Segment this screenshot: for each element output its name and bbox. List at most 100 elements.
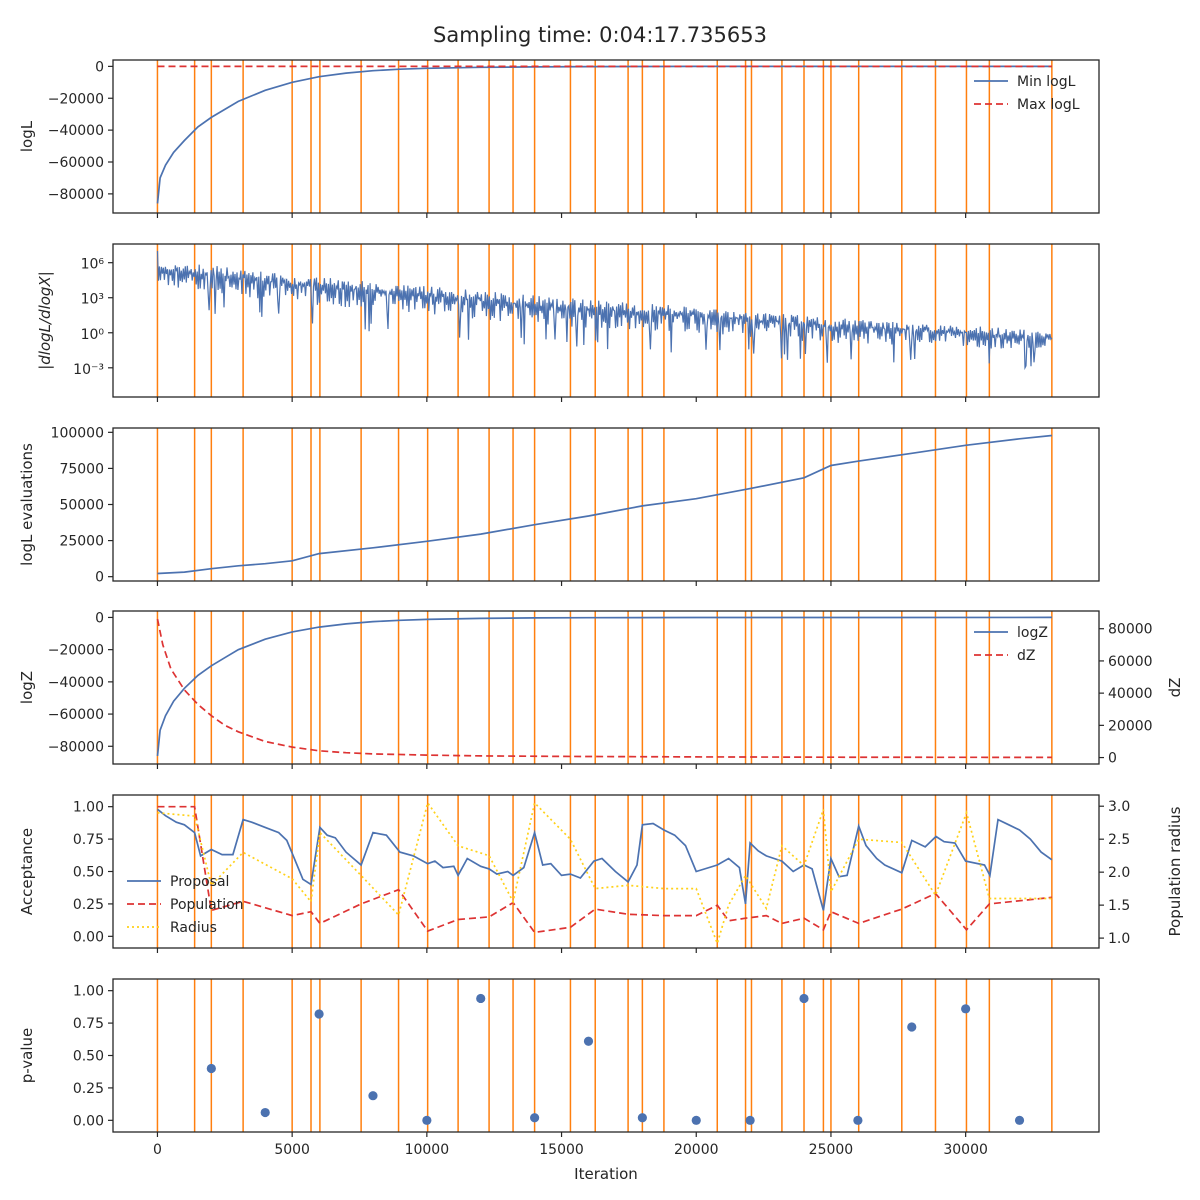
x-axis-label: Iteration — [574, 1165, 638, 1183]
y-tick-label: −20000 — [48, 643, 104, 659]
y2-tick-label: 40000 — [1108, 686, 1153, 702]
series-line — [157, 800, 1052, 947]
scatter-point — [368, 1091, 378, 1101]
series-line — [156, 250, 1053, 371]
y-tick-label: −80000 — [48, 739, 104, 755]
series-line — [156, 808, 1053, 911]
scatter-point — [422, 1115, 432, 1125]
y-axis-label: p-value — [18, 1028, 36, 1084]
legend-label: Population — [170, 897, 244, 913]
y-tick-label: 100000 — [51, 425, 104, 441]
y2-axis-label: Population radius — [1166, 806, 1184, 936]
y-tick-label: −60000 — [48, 155, 104, 171]
y-tick-label: 0.75 — [73, 832, 104, 848]
panels: 0 −20000 −40000 −60000 −80000 logL Min logL Max… — [18, 59, 1184, 1183]
scatter-point — [314, 1009, 324, 1019]
legend: Proposal Population Radius — [127, 874, 244, 936]
scatter-point — [907, 1022, 917, 1032]
scatter-point — [530, 1113, 540, 1123]
y-tick-label: 0.75 — [73, 1016, 104, 1032]
plot-area — [156, 60, 1053, 213]
plot-area — [156, 244, 1053, 397]
axes-frame — [112, 978, 1100, 1133]
y2-axis-label: dZ — [1166, 678, 1184, 698]
x-tick-label: 30000 — [943, 1142, 988, 1158]
axes-frame — [112, 610, 1100, 765]
panel-logl: 0 −20000 −40000 −60000 −80000 logL Min logL Max… — [18, 59, 1100, 218]
y-tick-label: 0.50 — [73, 865, 104, 881]
y-tick-label: 0.00 — [73, 929, 104, 945]
y-tick-label: −60000 — [48, 707, 104, 723]
series-line — [157, 434, 1052, 575]
x-tick-label: 10000 — [405, 1142, 450, 1158]
y2-tick-label: 20000 — [1108, 718, 1153, 734]
plot-area — [156, 979, 1053, 1132]
y-tick-label: −40000 — [48, 123, 104, 139]
y-axis-label: Acceptance — [18, 828, 36, 915]
y-axis-label: logL evaluations — [18, 443, 36, 566]
scatter-point — [1014, 1115, 1025, 1125]
scatter-point — [853, 1115, 863, 1125]
axes-frame — [112, 427, 1100, 582]
figure-title: Sampling time: 0:04:17.735653 — [433, 23, 767, 47]
plot-area — [156, 795, 1053, 948]
panel-pvalue: 0.00 0.25 0.50 0.75 1.00 0 5000 10000 15000 20000… — [18, 978, 1100, 1183]
y-tick-label: 0 — [95, 59, 104, 75]
y2-tick-label: 1.0 — [1108, 931, 1130, 947]
y2-tick-label: 3.0 — [1108, 799, 1130, 815]
plot-area — [156, 611, 1053, 764]
y-tick-label: −20000 — [48, 91, 104, 107]
y-tick-label: 0 — [95, 570, 104, 586]
y2-tick-label: 80000 — [1108, 622, 1153, 638]
panel-evals: 0 25000 50000 75000 100000 logL evaluations — [18, 425, 1100, 586]
y-tick-label: 10⁰ — [81, 327, 105, 343]
x-tick-label: 15000 — [539, 1142, 584, 1158]
scatter-point — [691, 1115, 701, 1125]
y2-tick-label: 2.0 — [1108, 865, 1130, 881]
scatter-point — [961, 1004, 971, 1014]
scatter-point — [476, 993, 486, 1004]
legend-label: Proposal — [170, 874, 229, 890]
y-tick-label: 75000 — [59, 461, 104, 477]
series-line — [156, 616, 1052, 756]
y-tick-label: 1.00 — [73, 800, 104, 816]
y-tick-label: 25000 — [59, 534, 104, 550]
y-axis-label: logL — [18, 120, 36, 152]
y2-tick-label: 2.5 — [1108, 832, 1130, 848]
axes-frame — [112, 794, 1100, 949]
x-tick-label: 20000 — [674, 1142, 719, 1158]
panel-acceptance: 0.00 0.25 0.50 0.75 1.00 1.0 1.5 2.0 2.5 3.0 Popul… — [18, 794, 1184, 953]
y-tick-label: 10⁻³ — [73, 362, 104, 378]
axes-frame — [112, 243, 1100, 398]
legend-label: dZ — [1017, 648, 1035, 664]
scatter-point — [799, 993, 809, 1004]
y2-tick-label: 1.5 — [1108, 898, 1130, 914]
scatter-point — [260, 1107, 270, 1118]
y-tick-label: 50000 — [59, 498, 104, 514]
y-tick-label: 0 — [95, 610, 104, 626]
series-line — [156, 618, 1052, 759]
y-tick-label: −80000 — [48, 187, 104, 203]
y-tick-label: 0.50 — [73, 1049, 104, 1065]
y-axis-label: logZ — [18, 671, 36, 704]
y2-tick-label: 0 — [1108, 751, 1117, 767]
series-line — [156, 65, 1052, 204]
legend: logZ dZ — [974, 625, 1048, 664]
y-tick-label: 10⁶ — [81, 257, 105, 273]
axes-frame — [112, 59, 1100, 214]
x-tick-label: 0 — [153, 1142, 162, 1158]
y2-tick-label: 60000 — [1108, 654, 1153, 670]
y-tick-label: 0.25 — [73, 897, 104, 913]
y-tick-label: 0.25 — [73, 1081, 104, 1097]
y-tick-label: 1.00 — [73, 984, 104, 1000]
legend-label: Min logL — [1017, 74, 1076, 90]
scatter-point — [583, 1036, 594, 1046]
panel-dlogl: 10⁶ 10³ 10⁰ 10⁻³ |dlogL/dlogX| — [36, 243, 1100, 402]
x-tick-label: 25000 — [809, 1142, 854, 1158]
plot-area — [156, 428, 1053, 581]
legend: Min logL Max logL — [974, 74, 1080, 113]
y-tick-label: −40000 — [48, 675, 104, 691]
legend-label: logZ — [1017, 625, 1048, 641]
y-tick-label: 0.00 — [73, 1113, 104, 1129]
